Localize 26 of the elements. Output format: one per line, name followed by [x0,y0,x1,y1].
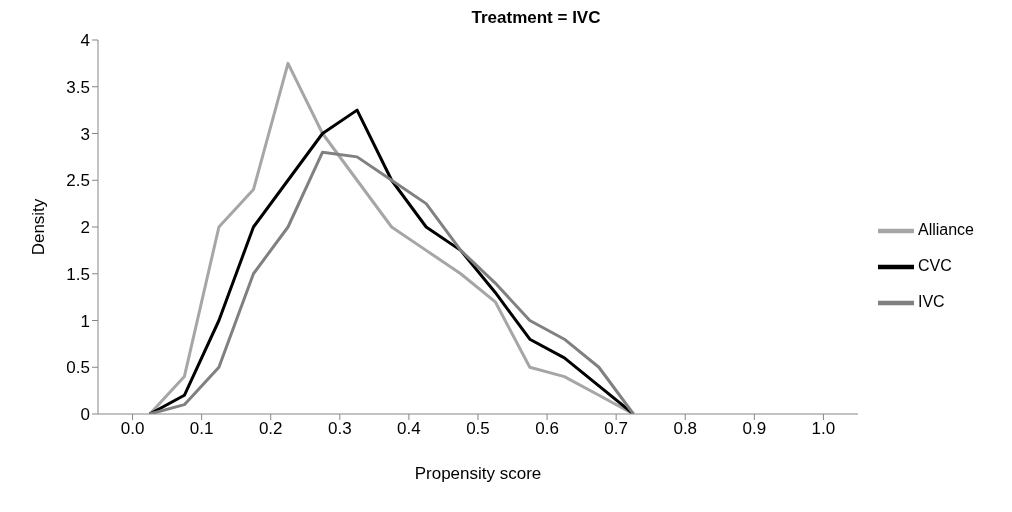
x-tick-label: 0.4 [397,419,421,439]
legend-label: Alliance [917,221,974,239]
y-tick-label: 0.5 [66,358,90,378]
y-tick-label: 3.5 [66,77,90,97]
legend-label: IVC [917,293,945,311]
x-tick-label: 0.9 [742,419,767,439]
y-tick-label: 2.5 [66,171,90,191]
x-tick-label: 0.2 [258,419,283,439]
y-tick-label: 3 [80,124,90,144]
y-tick-label: 4 [80,31,90,51]
x-tick-label: 0.1 [189,419,214,439]
x-tick-label: 0.7 [604,419,628,439]
y-tick-label: 0 [80,405,90,425]
y-tick-label: 2 [80,218,90,238]
x-tick-label: 1.0 [811,419,836,439]
y-tick-label: 1.5 [66,264,90,284]
x-axis-title: Propensity score [414,464,542,483]
x-tick-label: 0.8 [673,419,698,439]
x-tick-label: 0.6 [535,419,559,439]
x-tick-label: 0.0 [120,419,145,439]
chart-title: Treatment = IVC [470,8,602,29]
x-tick-label: 0.3 [327,419,352,439]
y-tick-label: 1 [80,311,90,331]
y-axis-title: Density [29,198,49,256]
x-tick-label: 0.5 [466,419,490,439]
legend-label: CVC [917,257,952,275]
